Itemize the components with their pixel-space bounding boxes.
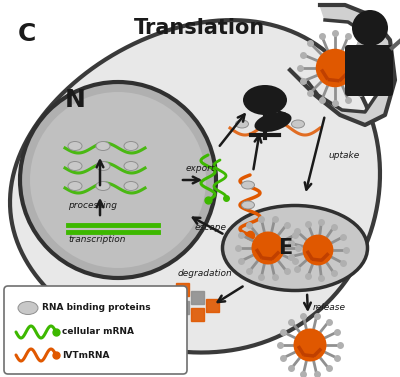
Bar bbox=[161, 291, 174, 304]
Ellipse shape bbox=[243, 85, 287, 115]
Circle shape bbox=[352, 10, 388, 46]
Text: transcription: transcription bbox=[68, 235, 126, 244]
Ellipse shape bbox=[96, 141, 110, 150]
Text: IVTmRNA: IVTmRNA bbox=[62, 351, 110, 360]
Ellipse shape bbox=[292, 120, 304, 128]
Ellipse shape bbox=[236, 120, 248, 128]
Circle shape bbox=[252, 231, 284, 265]
Text: RNA binding proteins: RNA binding proteins bbox=[42, 303, 151, 313]
Circle shape bbox=[316, 49, 354, 87]
Bar bbox=[176, 283, 189, 296]
Circle shape bbox=[30, 92, 206, 268]
Bar bbox=[191, 291, 204, 304]
Polygon shape bbox=[10, 20, 380, 352]
Text: export: export bbox=[186, 164, 215, 173]
Ellipse shape bbox=[68, 141, 82, 150]
Bar bbox=[206, 299, 219, 312]
Ellipse shape bbox=[222, 205, 368, 291]
Text: cellular mRNA: cellular mRNA bbox=[62, 328, 134, 337]
Text: processing: processing bbox=[68, 201, 117, 210]
Ellipse shape bbox=[254, 112, 292, 132]
Circle shape bbox=[303, 234, 333, 265]
Ellipse shape bbox=[96, 161, 110, 170]
Ellipse shape bbox=[18, 302, 38, 314]
FancyBboxPatch shape bbox=[345, 45, 393, 96]
Circle shape bbox=[294, 328, 326, 362]
Ellipse shape bbox=[264, 120, 276, 128]
Text: escape: escape bbox=[195, 224, 227, 233]
Bar bbox=[191, 308, 204, 321]
Text: degradation: degradation bbox=[178, 269, 232, 278]
Polygon shape bbox=[290, 5, 395, 125]
FancyBboxPatch shape bbox=[4, 286, 187, 374]
Text: uptake: uptake bbox=[328, 150, 359, 159]
Ellipse shape bbox=[124, 141, 138, 150]
Circle shape bbox=[20, 82, 216, 278]
Bar bbox=[176, 301, 189, 314]
Ellipse shape bbox=[124, 161, 138, 170]
Ellipse shape bbox=[68, 161, 82, 170]
Ellipse shape bbox=[124, 181, 138, 190]
Text: E: E bbox=[278, 238, 292, 258]
Ellipse shape bbox=[242, 181, 254, 189]
Text: release: release bbox=[313, 303, 346, 313]
Ellipse shape bbox=[68, 181, 82, 190]
Text: C: C bbox=[18, 22, 36, 46]
Text: Translation: Translation bbox=[134, 18, 266, 38]
Text: N: N bbox=[65, 88, 86, 112]
Ellipse shape bbox=[96, 181, 110, 190]
Ellipse shape bbox=[242, 201, 254, 209]
